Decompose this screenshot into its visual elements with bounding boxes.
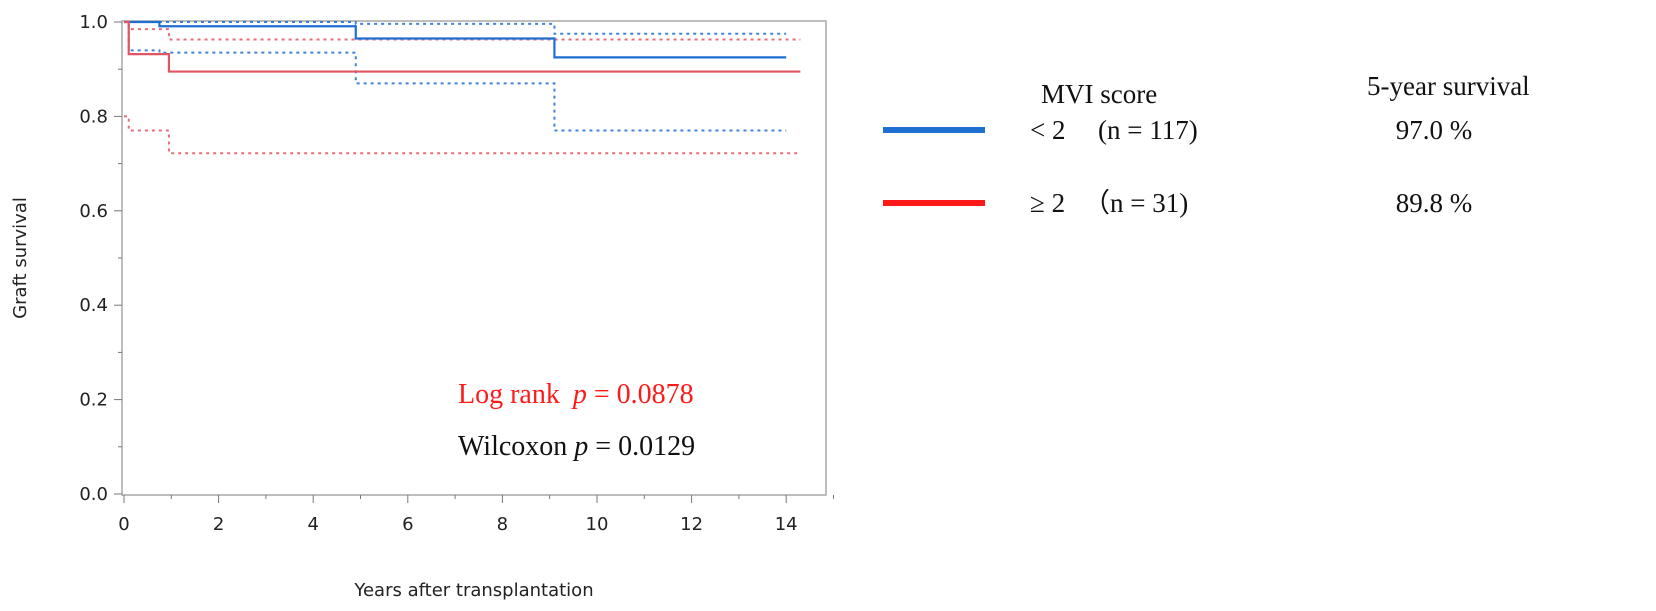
- ci-upper-high: [124, 21, 801, 41]
- y-tick-label: 0.8: [79, 106, 108, 127]
- legend-n-high: （n = 31): [1083, 188, 1188, 218]
- legend: MVI score 5-year survival < 2 (n = 117) …: [883, 71, 1530, 218]
- x-tick-label: 2: [213, 514, 224, 535]
- y-tick-label: 0.6: [79, 201, 108, 222]
- legend-n-low: (n = 117): [1098, 115, 1198, 145]
- x-tick-label: 4: [307, 514, 318, 535]
- x-tick-label: 12: [680, 514, 703, 535]
- y-axis-label: Graft survival: [10, 197, 31, 319]
- logrank-p-symbol: p: [571, 379, 587, 410]
- x-tick-label: 0: [118, 514, 129, 535]
- x-tick-label: 6: [402, 514, 413, 535]
- survival-curve-low: [124, 20, 787, 59]
- x-tick-label: 8: [497, 514, 508, 535]
- ci-upper-low: [124, 21, 787, 35]
- legend-group-low: < 2: [1030, 115, 1065, 145]
- plot-frame: [121, 20, 827, 496]
- x-axis-label: Years after transplantation: [353, 580, 593, 601]
- survival-curve-high: [124, 20, 801, 73]
- y-tick-label: 0.4: [79, 295, 108, 316]
- legend-survival-high: 89.8 %: [1396, 188, 1473, 218]
- y-tick-label: 0.2: [79, 390, 108, 411]
- legend-header-group: MVI score: [1041, 79, 1157, 109]
- y-tick-label: 1.0: [79, 12, 108, 33]
- wilcoxon-annotation: Wilcoxon p = 0.0129: [458, 431, 695, 462]
- legend-group-high: ≥ 2: [1030, 188, 1065, 218]
- axis-ticks: 0 2 4 6 8 10 12 14 0.0 0.2 0.4 0.6 0.8 1.0: [79, 12, 834, 535]
- y-tick-label: 0.0: [79, 484, 108, 505]
- legend-header-survival: 5-year survival: [1367, 71, 1530, 101]
- logrank-value: = 0.0878: [594, 379, 694, 410]
- wilcoxon-p-symbol: p: [572, 431, 588, 462]
- logrank-annotation: Log rank p = 0.0878: [458, 379, 694, 410]
- x-tick-label: 14: [775, 514, 798, 535]
- x-tick-label: 10: [586, 514, 609, 535]
- ci-lower-high: [124, 115, 801, 155]
- survival-curves: [124, 20, 801, 155]
- logrank-prefix: Log rank: [458, 379, 567, 410]
- wilcoxon-value: = 0.0129: [595, 431, 695, 462]
- legend-survival-low: 97.0 %: [1396, 115, 1473, 145]
- wilcoxon-prefix: Wilcoxon: [458, 431, 574, 462]
